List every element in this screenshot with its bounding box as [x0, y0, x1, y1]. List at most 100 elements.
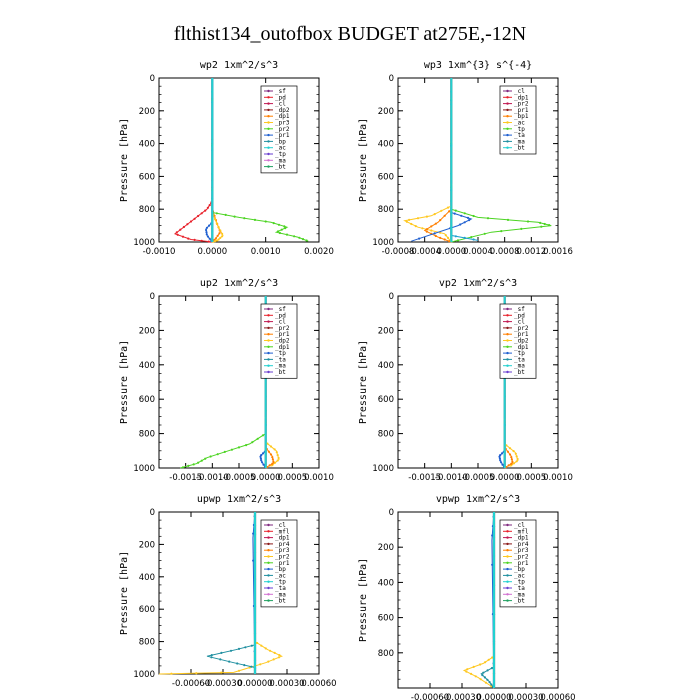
legend-label: _bp [275, 566, 286, 573]
x-tick-label: 0.0010 [304, 473, 334, 483]
legend-marker [506, 561, 509, 564]
series-marker [468, 219, 471, 222]
series-marker [187, 464, 190, 467]
series-marker [253, 218, 257, 221]
legend-marker [506, 307, 509, 311]
x-tick-label: 0.0000 [197, 247, 227, 257]
series-marker [211, 90, 214, 93]
series-marker [192, 463, 195, 466]
panel-title: wp2 1xm^2/s^3 [200, 60, 278, 71]
x-tick-label: 0.00030 [508, 693, 543, 700]
legend-label: _ta [514, 132, 525, 139]
series-marker [193, 238, 196, 241]
legend-marker [267, 358, 270, 361]
series-marker [277, 456, 280, 460]
y-tick-label: 0 [389, 508, 394, 518]
series-marker [463, 236, 466, 239]
series-marker [439, 219, 442, 222]
series-marker [269, 649, 272, 652]
series-marker [484, 661, 487, 664]
legend-label: _ac [514, 120, 525, 127]
series-marker [221, 235, 224, 238]
series-marker [206, 235, 209, 238]
legend-marker [506, 320, 509, 323]
series-marker [500, 230, 503, 233]
y-tick-label: 600 [378, 395, 394, 405]
x-tick-label: 0.0016 [543, 247, 573, 257]
x-tick-label: -0.0010 [196, 473, 229, 483]
y-tick-label: 800 [378, 430, 394, 440]
series-marker [207, 240, 210, 243]
series-marker [492, 672, 496, 675]
y-axis-label: Pressure [hPa] [119, 340, 130, 424]
series-marker [253, 551, 257, 554]
series-marker [470, 236, 473, 239]
series-marker [450, 90, 453, 93]
legend-label: _dp1 [514, 344, 529, 351]
series-marker [233, 215, 236, 218]
series-marker [491, 656, 494, 659]
series-marker [505, 444, 508, 447]
series-marker [466, 668, 469, 671]
series-marker [268, 464, 271, 467]
series-marker [260, 459, 263, 462]
y-tick-label: 1000 [133, 670, 155, 680]
series-marker [256, 437, 259, 440]
panel-title: up2 1xm^2/s^3 [200, 278, 278, 289]
legend-marker [506, 593, 509, 596]
series-marker [453, 212, 456, 215]
legend-marker [267, 574, 270, 577]
series-marker [510, 464, 513, 467]
series-marker [503, 423, 506, 427]
y-tick-label: 600 [139, 605, 155, 615]
legend-box [260, 519, 298, 608]
series-marker [450, 172, 453, 175]
series-marker [228, 660, 231, 663]
legend-label: _pr3 [275, 547, 290, 554]
series-marker [256, 641, 259, 645]
series-marker [273, 448, 276, 451]
x-tick-label: -0.0015 [169, 473, 202, 483]
legend-label: _sf [514, 306, 525, 313]
legend-label: _cl [275, 319, 286, 326]
series-marker [280, 228, 283, 231]
legend-marker [506, 358, 509, 361]
series-marker [301, 238, 305, 241]
series-marker [237, 669, 241, 672]
series-marker [200, 239, 203, 242]
series-marker [219, 229, 222, 232]
series-marker [443, 238, 446, 241]
series-marker [492, 554, 496, 558]
x-tick-label: -0.0010 [143, 247, 176, 257]
x-tick-label: 0.0005 [277, 473, 307, 483]
series-marker [443, 214, 446, 217]
y-tick-label: 400 [378, 140, 394, 150]
legend-marker [267, 127, 270, 130]
x-tick-label: 0.00060 [540, 693, 575, 700]
series-marker [466, 216, 470, 219]
series-marker [277, 223, 281, 226]
x-tick-label: 0.0010 [543, 473, 573, 483]
y-tick-label: 400 [139, 361, 155, 371]
legend-marker [506, 567, 509, 571]
y-tick-label: 200 [378, 326, 394, 336]
legend-marker [267, 586, 270, 590]
series-marker [261, 452, 265, 455]
series-marker [253, 578, 257, 581]
series-marker [425, 228, 428, 231]
legend-label: _pr1 [514, 560, 529, 567]
series-marker [210, 654, 213, 657]
legend-label: _dp2 [275, 107, 290, 114]
series-marker [446, 206, 450, 209]
series-marker [200, 459, 203, 462]
series-marker [408, 218, 411, 221]
legend-label: _mfl [514, 528, 529, 535]
series-marker [186, 223, 189, 226]
x-tick-label: -0.0010 [435, 473, 468, 483]
legend-label: _ac [275, 145, 286, 152]
series-marker [216, 234, 219, 237]
y-tick-label: 400 [139, 573, 155, 583]
legend-label: _tp [275, 151, 286, 158]
series-marker [204, 209, 207, 212]
legend-label: _dp2 [514, 338, 529, 345]
